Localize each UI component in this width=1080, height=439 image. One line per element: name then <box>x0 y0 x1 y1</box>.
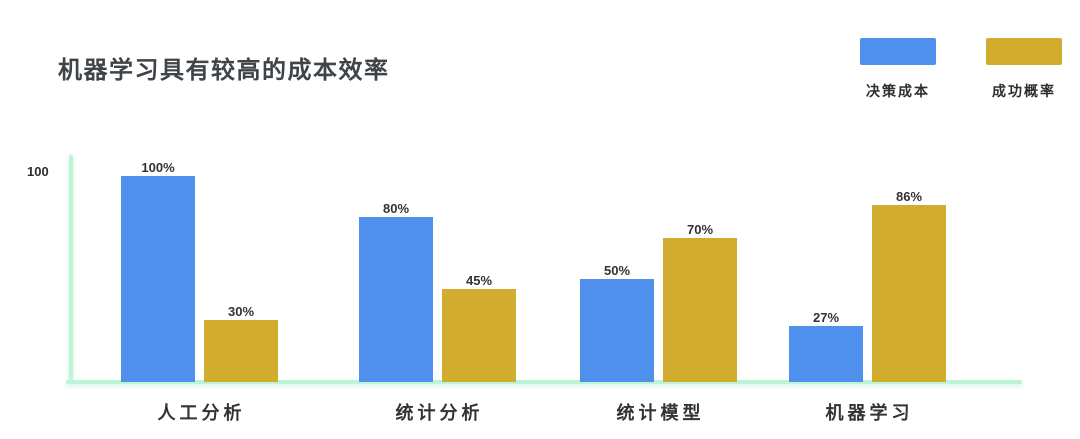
legend-swatch-blue <box>860 38 936 65</box>
bar-cost-group3: 50% <box>580 263 654 382</box>
bar-cost-group2: 80% <box>359 201 433 382</box>
legend-label-decision-cost: 决策成本 <box>866 83 930 99</box>
y-axis-line <box>69 155 73 384</box>
bar-value-label-cost-group3: 50% <box>603 263 631 278</box>
chart-title: 机器学习具有较高的成本效率 <box>58 57 390 84</box>
y-axis-tick-label-100: 100 <box>27 164 49 179</box>
bar-probability-group2: 45% <box>442 273 516 382</box>
bar-group-3: 50% 70% 统计模型 <box>580 222 737 423</box>
bar-group-4: 27% 86% 机器学习 <box>789 189 946 423</box>
x-axis-line <box>66 380 1022 384</box>
legend-item-success-probability: 成功概率 <box>986 38 1062 101</box>
legend-item-decision-cost: 决策成本 <box>860 38 936 101</box>
legend-swatch-gold <box>986 38 1062 65</box>
bar-value-label-cost-group4: 27% <box>812 310 840 325</box>
bar-group-2: 80% 45% 统计分析 <box>359 201 516 423</box>
bar-value-label-cost-group2: 80% <box>382 201 410 216</box>
bar-cost-group1: 100% <box>121 160 195 382</box>
category-label-3: 统计模型 <box>616 403 705 423</box>
bar-probability-group3: 70% <box>663 222 737 382</box>
bar-value-label-probability-group2: 45% <box>465 273 493 288</box>
bar-value-label-probability-group1: 30% <box>227 304 255 319</box>
bar-value-label-probability-group4: 86% <box>895 189 923 204</box>
bar-group-1: 100% 30% 人工分析 <box>121 160 278 423</box>
legend-label-success-probability: 成功概率 <box>992 83 1056 99</box>
legend: 决策成本 成功概率 <box>860 38 1062 101</box>
category-label-2: 统计分析 <box>395 403 484 423</box>
category-label-4: 机器学习 <box>825 403 914 423</box>
bar-cost-group4: 27% <box>789 310 863 382</box>
bar-value-label-cost-group1: 100% <box>141 160 175 175</box>
category-label-1: 人工分析 <box>157 403 246 423</box>
bar-probability-group1: 30% <box>204 304 278 382</box>
bar-value-label-probability-group3: 70% <box>686 222 714 237</box>
bar-probability-group4: 86% <box>872 189 946 382</box>
